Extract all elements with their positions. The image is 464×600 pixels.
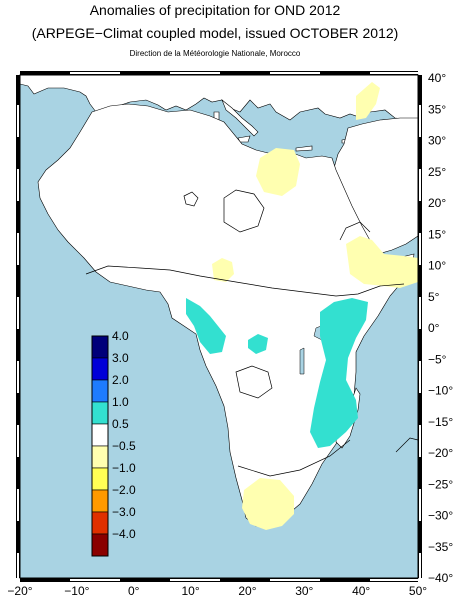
contour-line — [237, 439, 351, 477]
legend-swatch — [91, 511, 109, 535]
x-tick-label: 50° — [409, 584, 427, 598]
contour-line — [183, 191, 199, 207]
y-tick-label: −25° — [428, 477, 453, 491]
legend-label: −3.0 — [112, 505, 136, 519]
credit-line: Direction de la Météorologie Nationale, … — [129, 49, 301, 58]
x-tick-label: 10° — [181, 584, 199, 598]
y-tick-label: −35° — [428, 540, 453, 554]
y-tick-label: 0° — [428, 321, 440, 335]
crete — [295, 145, 313, 152]
y-tick-label: 5° — [428, 290, 440, 304]
y-tick-label: −40° — [428, 571, 453, 585]
contour-line — [85, 265, 405, 297]
y-tick-label: 15° — [428, 227, 446, 241]
lake-tanganyika — [299, 347, 305, 375]
y-tick-label: −5° — [428, 352, 447, 366]
legend-border — [91, 335, 109, 557]
y-tick-label: −10° — [428, 384, 453, 398]
legend-swatch — [91, 379, 109, 403]
anomaly-regions — [186, 82, 418, 530]
map-title: Anomalies of precipitation for OND 2012 — [89, 2, 341, 18]
x-tick-label: 20° — [238, 584, 256, 598]
legend-colorbar: 4.0 3.0 2.0 1.0 0.5 −0.5 −1.0 −2.0 −3.0 −4.0 — [91, 329, 136, 557]
negative-anomaly-region — [256, 148, 300, 196]
legend-label: −1.0 — [112, 461, 136, 475]
y-tick-label: −15° — [428, 415, 453, 429]
y-tick-label: −20° — [428, 446, 453, 460]
x-tick-label: 0° — [128, 584, 140, 598]
contour-line — [339, 221, 371, 241]
legend-label: 1.0 — [112, 395, 129, 409]
legend-swatch — [91, 467, 109, 491]
y-tick-label: 40° — [428, 71, 446, 85]
map-subtitle: (ARPEGE−Climat coupled model, issued OCT… — [31, 25, 399, 41]
y-tick-label: 10° — [428, 259, 446, 273]
legend-swatch — [91, 445, 109, 469]
europe-landmass — [20, 75, 418, 121]
negative-anomaly-region — [346, 236, 418, 288]
legend-label: −2.0 — [112, 483, 136, 497]
x-axis-ticks: −20° −10° 0° 10° 20° 30° 40° 50° — [7, 584, 427, 598]
legend-label: −4.0 — [112, 527, 136, 541]
x-tick-label: 40° — [352, 584, 370, 598]
legend-swatch — [91, 423, 109, 447]
contour-line — [223, 189, 265, 233]
legend-swatch — [91, 357, 109, 381]
legend-label: 2.0 — [112, 373, 129, 387]
y-tick-label: 20° — [428, 196, 446, 210]
negative-anomaly-region — [356, 82, 380, 120]
contour-line — [395, 437, 418, 453]
tick-bar-segments — [17, 72, 421, 581]
y-tick-label: 35° — [428, 102, 446, 116]
x-tick-label: −10° — [64, 584, 89, 598]
contour-line — [235, 365, 273, 399]
legend-label: 3.0 — [112, 351, 129, 365]
y-tick-label: 25° — [428, 165, 446, 179]
legend-swatch — [91, 335, 109, 359]
y-tick-label: 30° — [428, 134, 446, 148]
y-axis-ticks: 40° 35° 30° 25° 20° 15° 10° 5° 0° −5° −10° −15° −20°… — [428, 71, 453, 585]
x-tick-label: −20° — [7, 584, 32, 598]
legend-label: −0.5 — [112, 439, 136, 453]
negative-anomaly-region — [212, 258, 234, 282]
italy-peninsula — [221, 99, 259, 137]
y-tick-label: −30° — [428, 509, 453, 523]
positive-anomaly-region — [186, 298, 226, 354]
legend-swatch — [91, 489, 109, 513]
negative-anomaly-region — [242, 478, 294, 530]
legend-label: 4.0 — [112, 329, 129, 343]
legend-label: 0.5 — [112, 417, 129, 431]
contour-lines — [85, 189, 418, 477]
x-tick-label: 30° — [295, 584, 313, 598]
legend-swatch — [91, 533, 109, 557]
positive-anomaly-region — [310, 298, 368, 448]
positive-anomaly-region — [248, 334, 268, 354]
legend-swatch — [91, 401, 109, 425]
